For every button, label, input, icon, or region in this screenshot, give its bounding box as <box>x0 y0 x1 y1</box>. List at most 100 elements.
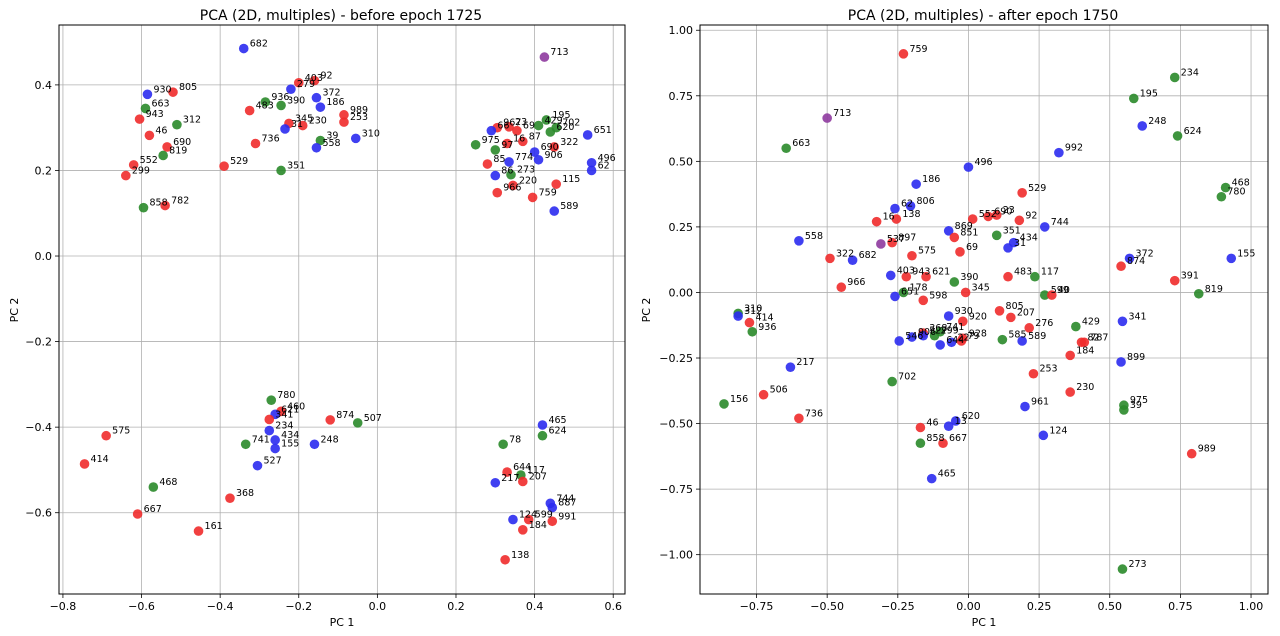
point-label: 253 <box>350 112 368 123</box>
point-label: 967 <box>503 118 521 129</box>
scatter-point <box>225 493 235 503</box>
point-label: 667 <box>949 433 967 444</box>
point-label: 13 <box>955 416 967 427</box>
scatter-point <box>1226 253 1237 264</box>
point-label: 819 <box>1205 284 1223 295</box>
point-label: 429 <box>1082 317 1100 328</box>
scatter-point <box>744 317 755 328</box>
point-label: 496 <box>598 153 616 164</box>
scatter-point <box>1116 261 1126 272</box>
scatter-point <box>905 201 916 211</box>
point-label: 195 <box>552 110 570 121</box>
scatter-point <box>994 306 1005 316</box>
scatter-point <box>518 525 528 535</box>
scatter-point <box>134 114 145 124</box>
scatter-point <box>1006 312 1016 323</box>
scatter-point <box>871 216 882 227</box>
point-label: 887 <box>558 498 576 509</box>
x-tick-label: −0.25 <box>881 600 915 613</box>
point-label: 851 <box>960 227 978 238</box>
scatter-point <box>915 438 926 449</box>
point-label: 234 <box>1181 67 1199 78</box>
scatter-point <box>148 482 159 492</box>
scatter-point <box>1014 215 1025 226</box>
point-label: 943 <box>146 109 164 120</box>
scatter-point <box>1003 243 1013 253</box>
scatter-point <box>1003 271 1013 282</box>
scatter-point <box>747 326 758 337</box>
point-label: 429 <box>545 116 563 127</box>
point-label: 39 <box>326 131 338 142</box>
point-label: 930 <box>955 306 973 317</box>
scatter-point <box>901 271 912 282</box>
scatter-point <box>918 330 929 341</box>
point-label: 585 <box>1008 330 1026 341</box>
point-label: 79 <box>967 331 979 342</box>
point-label: 496 <box>974 157 992 168</box>
scatter-point <box>502 138 512 149</box>
scatter-point <box>162 142 172 152</box>
scatter-point <box>523 514 534 525</box>
point-label: 117 <box>1041 267 1059 278</box>
point-label: 155 <box>281 439 299 450</box>
point-label: 138 <box>511 550 529 561</box>
left-plot: PCA (2D, multiples) - before epoch 1725 … <box>8 8 626 629</box>
point-label: 465 <box>938 469 956 480</box>
point-label: 651 <box>594 125 612 136</box>
y-tick-label: −0.25 <box>659 352 693 365</box>
scatter-point <box>885 270 896 281</box>
point-label: 690 <box>994 206 1012 217</box>
scatter-point <box>504 122 514 132</box>
point-label: 975 <box>482 135 500 146</box>
y-tick-label: 0.00 <box>669 286 694 299</box>
point-label: 217 <box>796 357 814 368</box>
point-label: 966 <box>503 183 521 194</box>
x-tick-label: 0.25 <box>1027 600 1052 613</box>
point-label: 529 <box>230 156 248 167</box>
point-label: 184 <box>1076 345 1094 356</box>
scatter-point <box>158 150 168 161</box>
scatter-point <box>943 421 954 431</box>
point-label: 966 <box>847 277 865 288</box>
point-label: 899 <box>1127 352 1145 363</box>
x-tick-label: −0.75 <box>740 600 774 613</box>
scatter-point <box>1017 188 1027 198</box>
point-label: 403 <box>305 73 323 84</box>
scatter-point <box>252 460 263 471</box>
scatter-point <box>1117 564 1128 574</box>
scatter-point <box>533 120 544 131</box>
right-plot-points <box>719 49 1237 574</box>
scatter-point <box>1117 316 1128 327</box>
y-tick-label: 0.0 <box>35 250 53 263</box>
scatter-point <box>293 77 304 88</box>
point-label: 943 <box>912 267 930 278</box>
scatter-point <box>887 237 897 248</box>
scatter-point <box>890 203 900 214</box>
left-plot-points <box>79 43 597 565</box>
point-label: 599 <box>535 510 553 521</box>
point-label: 575 <box>112 426 130 437</box>
point-label: 155 <box>1237 248 1255 259</box>
x-tick-label: 1.00 <box>1239 600 1264 613</box>
scatter-point <box>500 554 510 565</box>
scatter-point <box>286 84 296 94</box>
point-label: 195 <box>1140 88 1158 99</box>
scatter-point <box>991 210 1002 220</box>
scatter-point <box>894 336 905 346</box>
scatter-point <box>325 415 336 425</box>
point-label: 390 <box>960 272 978 283</box>
scatter-point <box>492 187 503 198</box>
scatter-point <box>238 43 249 54</box>
point-label: 805 <box>179 82 197 93</box>
scatter-point <box>502 467 512 477</box>
point-label: 207 <box>529 471 547 482</box>
point-label: 989 <box>350 105 368 116</box>
scatter-point <box>794 236 804 246</box>
scatter-point <box>260 97 271 107</box>
point-label: 620 <box>962 411 980 422</box>
scatter-point <box>733 311 743 321</box>
point-label: 620 <box>556 122 574 133</box>
scatter-point <box>960 287 971 298</box>
point-label: 787 <box>1090 332 1108 343</box>
point-label: 368 <box>929 323 947 334</box>
